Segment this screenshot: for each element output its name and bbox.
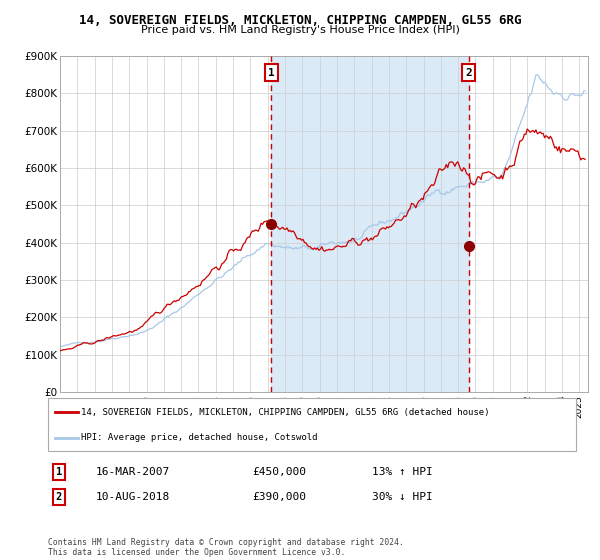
Text: 1: 1 [268,68,275,78]
Text: 1: 1 [56,467,62,477]
Text: 10-AUG-2018: 10-AUG-2018 [96,492,170,502]
Text: Price paid vs. HM Land Registry's House Price Index (HPI): Price paid vs. HM Land Registry's House … [140,25,460,35]
Text: £450,000: £450,000 [252,467,306,477]
Text: Contains HM Land Registry data © Crown copyright and database right 2024.
This d: Contains HM Land Registry data © Crown c… [48,538,404,557]
Text: £390,000: £390,000 [252,492,306,502]
Text: 2: 2 [56,492,62,502]
Text: 2: 2 [466,68,472,78]
Text: 30% ↓ HPI: 30% ↓ HPI [372,492,433,502]
Text: 16-MAR-2007: 16-MAR-2007 [96,467,170,477]
Text: HPI: Average price, detached house, Cotswold: HPI: Average price, detached house, Cots… [81,433,317,442]
Bar [271,56,469,392]
Text: 13% ↑ HPI: 13% ↑ HPI [372,467,433,477]
Text: 14, SOVEREIGN FIELDS, MICKLETON, CHIPPING CAMPDEN, GL55 6RG (detached house): 14, SOVEREIGN FIELDS, MICKLETON, CHIPPIN… [81,408,490,417]
Text: 14, SOVEREIGN FIELDS, MICKLETON, CHIPPING CAMPDEN, GL55 6RG: 14, SOVEREIGN FIELDS, MICKLETON, CHIPPIN… [79,14,521,27]
